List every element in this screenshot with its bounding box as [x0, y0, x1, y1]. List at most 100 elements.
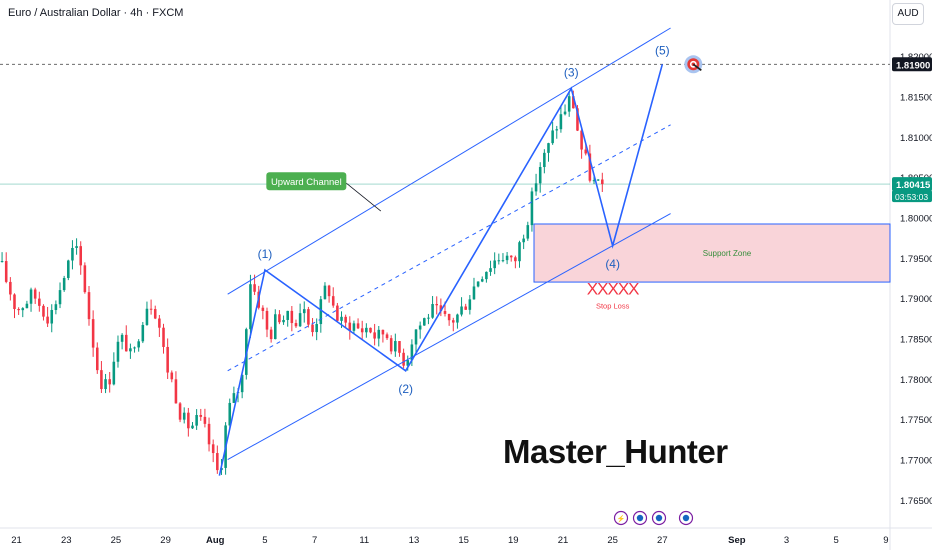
candle-body [153, 309, 157, 319]
candle-body [331, 296, 335, 306]
current-price-tag: 1.80415 [896, 180, 931, 191]
candle-body [21, 308, 25, 311]
candle-body [423, 318, 426, 326]
candle-body [207, 423, 211, 445]
candle-body [13, 294, 16, 310]
candle-body [67, 260, 70, 278]
candle-body [46, 316, 49, 324]
candle-body [137, 341, 140, 348]
flag-icon-inner [655, 514, 663, 522]
candle-body [141, 324, 145, 342]
price-tick-label: 1.79500 [900, 254, 932, 265]
stop-loss-marks: XXXXX [587, 280, 639, 299]
price-tick-label: 1.81500 [900, 93, 932, 104]
candle-body [216, 453, 219, 471]
candle-body [315, 324, 318, 333]
candle-body [108, 379, 111, 385]
candle-body [468, 299, 472, 310]
time-tick-label: Aug [206, 535, 225, 546]
channel-upper [227, 27, 671, 295]
candle-body [0, 261, 4, 263]
current-price-tag-bg [892, 177, 932, 192]
candle-body [174, 379, 178, 404]
target-arrow [692, 63, 702, 72]
candle-body [71, 247, 74, 261]
candle-body [369, 327, 372, 333]
candle-body [273, 314, 277, 340]
symbol-title: Euro / Australian Dollar · 4h · FXCM [8, 7, 184, 19]
candle-body [348, 322, 352, 331]
candle-body [480, 279, 484, 282]
candle-body [547, 143, 550, 153]
candle-body [253, 284, 256, 292]
candle-body [290, 310, 294, 324]
time-tick-label: 11 [359, 535, 369, 546]
candles-layer [0, 90, 604, 475]
candle-body [4, 261, 8, 282]
time-tick-label: 25 [111, 535, 122, 546]
price-tick-label: 1.80000 [900, 214, 932, 225]
candle-body [352, 323, 356, 331]
candle-body [87, 292, 91, 320]
time-tick-label: 13 [409, 535, 420, 546]
candle-body [394, 341, 397, 352]
price-tick-label: 1.81000 [900, 133, 932, 144]
flag-icon-inner [636, 514, 644, 522]
candle-body [572, 96, 575, 109]
candle-body [75, 246, 78, 248]
candle-body [551, 130, 554, 144]
candle-body [278, 314, 281, 323]
candle-body [356, 323, 360, 329]
candle-body [518, 242, 521, 262]
candle-body [29, 289, 33, 304]
candle-body [298, 313, 302, 327]
price-tick-label: 1.76500 [900, 496, 932, 507]
candle-body [17, 309, 20, 311]
candle-body [489, 268, 492, 272]
price-tick-label: 1.79000 [900, 294, 932, 305]
candle-body [232, 393, 236, 403]
annotation-box [266, 172, 347, 191]
candle-body [199, 415, 203, 417]
candle-body [162, 327, 165, 347]
time-tick-label: 27 [657, 535, 668, 546]
candle-body [377, 329, 381, 339]
candle-body [62, 277, 66, 291]
candle-body [472, 286, 476, 300]
candle-body [344, 316, 347, 323]
candle-body [145, 308, 149, 325]
annotation-label: Upward Channel [271, 177, 342, 188]
time-tick-label: 29 [160, 535, 171, 546]
stop-loss-label: Stop Loss [596, 302, 630, 311]
currency-button[interactable]: AUD [892, 3, 924, 25]
candle-body [505, 255, 509, 261]
candle-body [410, 344, 414, 361]
time-tick-label: 21 [558, 535, 569, 546]
annotation-pointer [346, 182, 382, 212]
support-zone-label: Support Zone [703, 249, 752, 258]
candle-body [563, 111, 567, 115]
candle-body [543, 152, 546, 168]
candle-body [211, 444, 215, 454]
channel-lower [227, 213, 671, 460]
countdown-tag-bg [892, 190, 932, 203]
candle-body [83, 265, 87, 293]
candle-body [327, 285, 331, 297]
candle-body [104, 379, 107, 390]
candle-body [191, 425, 194, 429]
candle-body [240, 374, 244, 393]
flag-icon-inner [682, 514, 690, 522]
candle-body [381, 329, 385, 335]
candle-body [460, 306, 463, 315]
support-zone-box [533, 223, 891, 283]
candle-body [385, 334, 389, 339]
candle-body [340, 316, 343, 321]
candle-body [526, 225, 530, 239]
price-tick-label: 1.77000 [900, 456, 932, 467]
candle-body [282, 319, 285, 323]
candle-body [493, 260, 496, 269]
candle-body [336, 305, 339, 321]
candle-body [580, 130, 583, 150]
